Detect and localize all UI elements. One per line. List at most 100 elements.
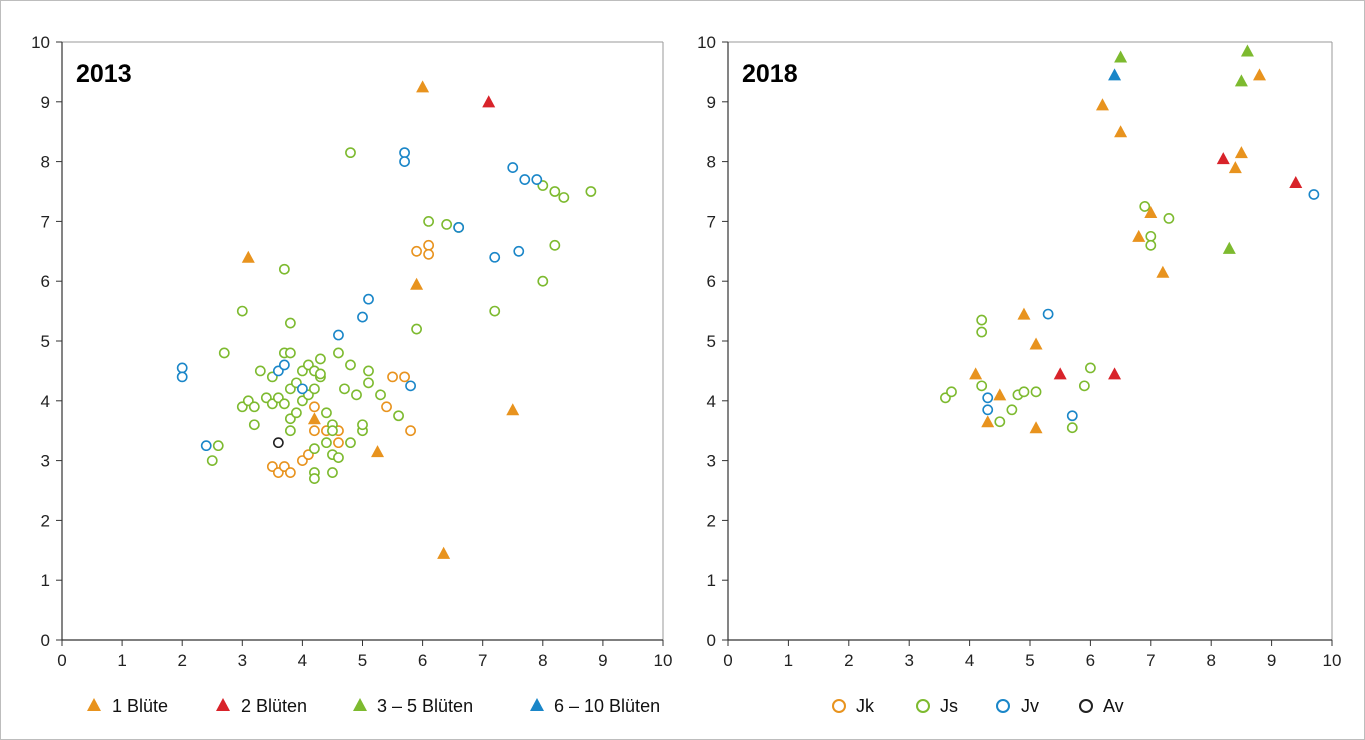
data-point-circle [507,162,519,173]
legend-label: 1 Blüte [112,696,168,716]
data-point-circle [296,383,308,395]
x-tick-label: 3 [238,651,247,670]
data-point-circle [254,365,266,377]
data-point-circle [976,326,988,338]
data-point-triangle [1234,74,1248,87]
x-tick-label: 1 [117,651,126,670]
data-point-circle [1078,380,1090,392]
x-tick-label: 0 [57,651,66,670]
data-point-triangle [969,367,983,380]
data-point-circle [1042,308,1054,320]
data-point-triangle [437,546,451,559]
data-point-circle [351,389,362,401]
data-point-circle [345,437,356,449]
legend-label: Av [1103,696,1124,716]
data-point-circle [1308,189,1320,200]
x-tick-label: 7 [478,651,487,670]
data-point-circle [278,359,290,371]
data-point-triangle [1132,229,1146,242]
data-point-circle [333,437,344,449]
series-jv [982,189,1320,422]
legend-item-2-blueten: 2 Blüten [216,696,307,716]
y-tick-label: 7 [41,212,50,231]
y-tick-label: 6 [41,272,50,291]
panel-title: 2018 [742,60,798,88]
data-point-circle [387,371,398,383]
x-tick-label: 10 [654,651,673,670]
legend-label: 3 – 5 Blüten [377,696,473,716]
data-point-circle [176,362,188,374]
data-point-circle [531,174,543,185]
y-tick-label: 7 [707,212,716,231]
series-js [940,201,1175,434]
data-point-triangle [993,388,1007,401]
data-point-circle [278,398,290,410]
data-point-circle [1145,230,1157,242]
data-point-triangle [981,415,995,428]
legend-marker-green-circle [916,699,930,713]
data-point-circle [558,192,570,203]
y-tick-label: 8 [41,153,50,172]
legend-item-jk: Jk [832,696,875,716]
legend-marker-blue-triangle [530,698,544,711]
data-point-circle [1163,213,1175,224]
data-point-triangle [1253,68,1267,81]
data-point-circle [363,365,374,377]
data-point-circle [206,455,218,466]
data-point-triangle [307,412,321,425]
legend-marker-orange-circle [832,699,846,713]
data-point-triangle [1029,421,1043,434]
data-point-circle [1066,422,1078,434]
data-point-triangle [482,95,496,108]
x-tick-label: 2 [844,651,853,670]
y-tick-label: 9 [707,93,716,112]
data-point-triangle [1234,146,1248,159]
legend-marker-red-triangle [216,698,230,711]
data-point-circle [357,419,368,431]
legend-marker-blue-circle [996,699,1010,713]
series-js [206,147,597,484]
data-point-circle [994,416,1006,428]
data-point-triangle [410,277,424,290]
series-2-bl-ten [482,95,496,108]
legend-marker-green-triangle [353,698,367,711]
y-tick-label: 0 [41,631,50,650]
data-point-circle [363,377,374,389]
data-point-circle [1145,239,1157,251]
data-point-triangle [416,80,430,93]
y-tick-label: 4 [707,392,716,411]
legend-item-av: Av [1079,696,1124,716]
y-tick-label: 5 [707,332,716,351]
data-point-circle [1030,386,1042,398]
y-tick-label: 2 [707,511,716,530]
x-tick-label: 8 [538,651,547,670]
y-tick-label: 10 [31,33,50,52]
data-point-circle [212,440,224,452]
data-point-circle [363,293,374,305]
data-point-triangle [1108,367,1122,380]
data-point-circle [405,380,416,392]
legend-item-jv: Jv [996,696,1039,716]
legend-item-6-10-blueten: 6 – 10 Blüten [530,696,660,716]
data-point-circle [399,156,410,167]
data-point-triangle [1114,50,1128,63]
data-point-circle [976,314,988,326]
data-point-circle [327,467,338,478]
data-point-circle [375,389,386,401]
x-tick-label: 2 [177,651,186,670]
legend-groups: Jk Js Jv Av [832,696,1124,716]
y-tick-label: 1 [707,571,716,590]
series-av [272,437,284,449]
data-point-circle [345,359,356,371]
data-point-circle [423,239,435,251]
y-tick-label: 9 [41,93,50,112]
data-point-circle [333,347,344,359]
data-point-circle [315,368,326,380]
data-point-triangle [1095,98,1109,111]
x-tick-label: 8 [1206,651,1215,670]
series-6-10-bl-ten [1108,68,1122,81]
data-point-circle [309,473,320,484]
data-point-circle [284,317,296,329]
